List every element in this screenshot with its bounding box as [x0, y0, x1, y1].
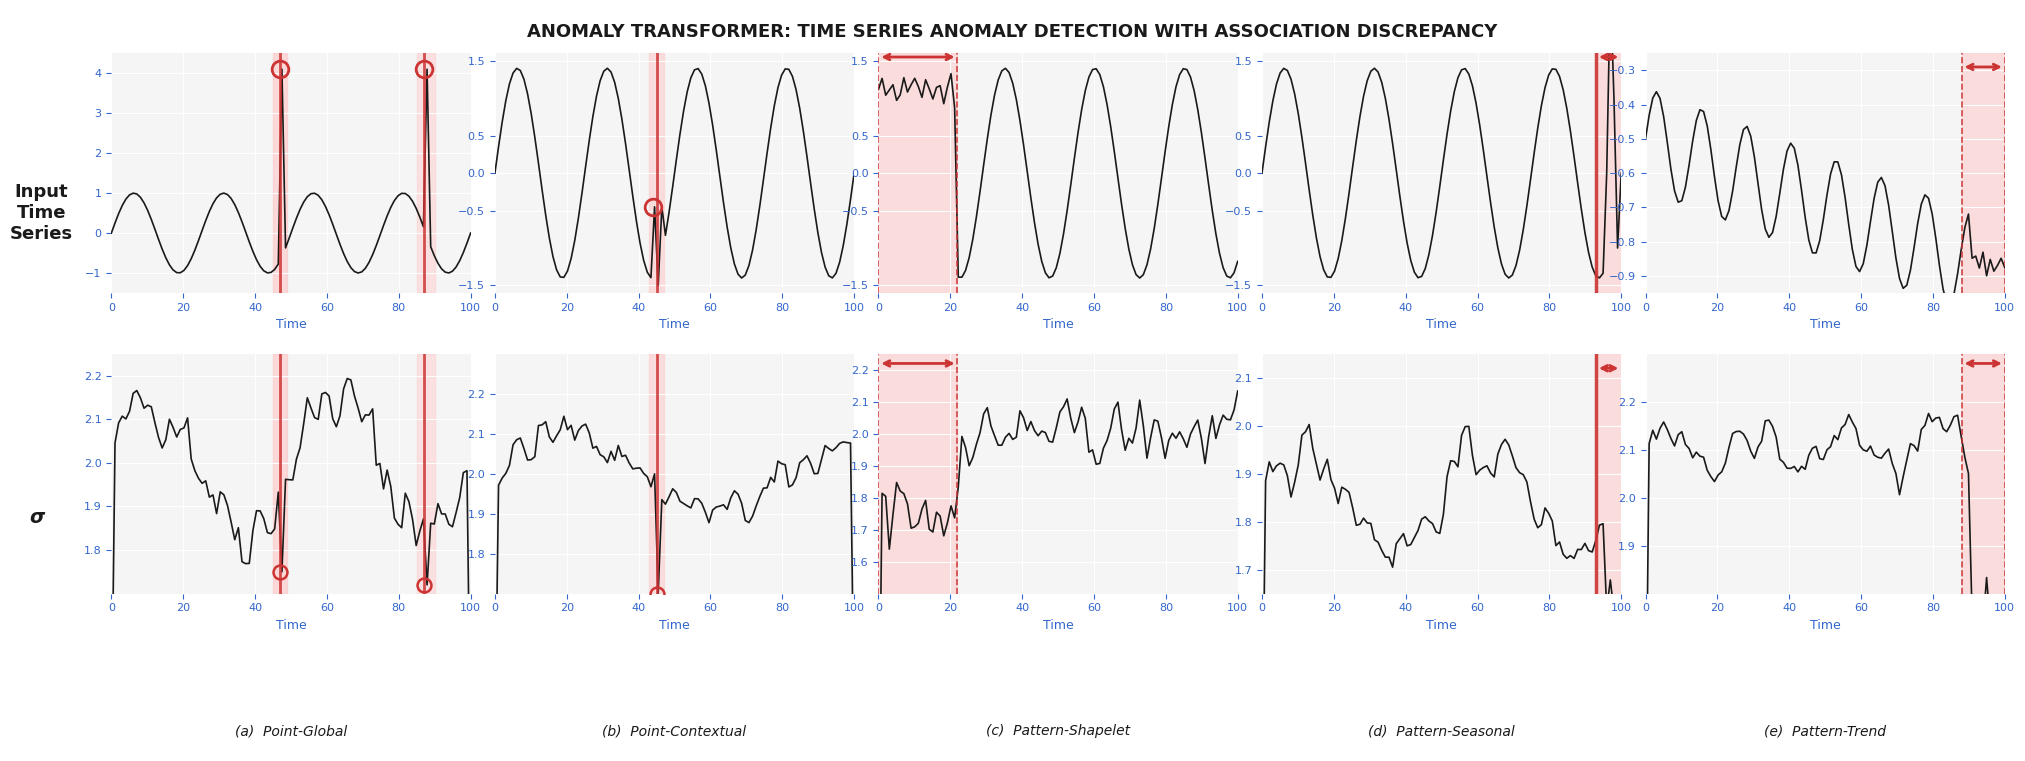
Bar — [273, 53, 288, 293]
X-axis label: Time: Time — [1426, 318, 1456, 331]
X-axis label: Time: Time — [660, 619, 691, 632]
X-axis label: Time: Time — [660, 318, 691, 331]
Bar — [879, 354, 958, 594]
Text: ANOMALY TRANSFORMER: TIME SERIES ANOMALY DETECTION WITH ASSOCIATION DISCREPANCY: ANOMALY TRANSFORMER: TIME SERIES ANOMALY… — [526, 23, 1498, 41]
Bar — [1962, 354, 2005, 594]
X-axis label: Time: Time — [1810, 619, 1841, 632]
X-axis label: Time: Time — [275, 318, 306, 331]
Text: σ: σ — [28, 508, 45, 527]
Text: Input
Time
Series: Input Time Series — [10, 183, 73, 243]
X-axis label: Time: Time — [1426, 619, 1456, 632]
Bar — [1596, 354, 1622, 594]
Text: (d)  Pattern-Seasonal: (d) Pattern-Seasonal — [1369, 724, 1515, 738]
X-axis label: Time: Time — [1043, 619, 1073, 632]
Bar — [1596, 53, 1622, 293]
Bar — [417, 53, 435, 293]
X-axis label: Time: Time — [1043, 318, 1073, 331]
X-axis label: Time: Time — [275, 619, 306, 632]
Text: (c)  Pattern-Shapelet: (c) Pattern-Shapelet — [986, 724, 1130, 738]
Bar — [273, 354, 288, 594]
Bar — [650, 354, 664, 594]
Bar — [1962, 53, 2005, 293]
Bar — [879, 53, 958, 293]
X-axis label: Time: Time — [1810, 318, 1841, 331]
Text: (a)  Point-Global: (a) Point-Global — [235, 724, 346, 738]
Text: (b)  Point-Contextual: (b) Point-Contextual — [603, 724, 747, 738]
Bar — [417, 354, 435, 594]
Text: (e)  Pattern-Trend: (e) Pattern-Trend — [1764, 724, 1885, 738]
Bar — [650, 53, 664, 293]
